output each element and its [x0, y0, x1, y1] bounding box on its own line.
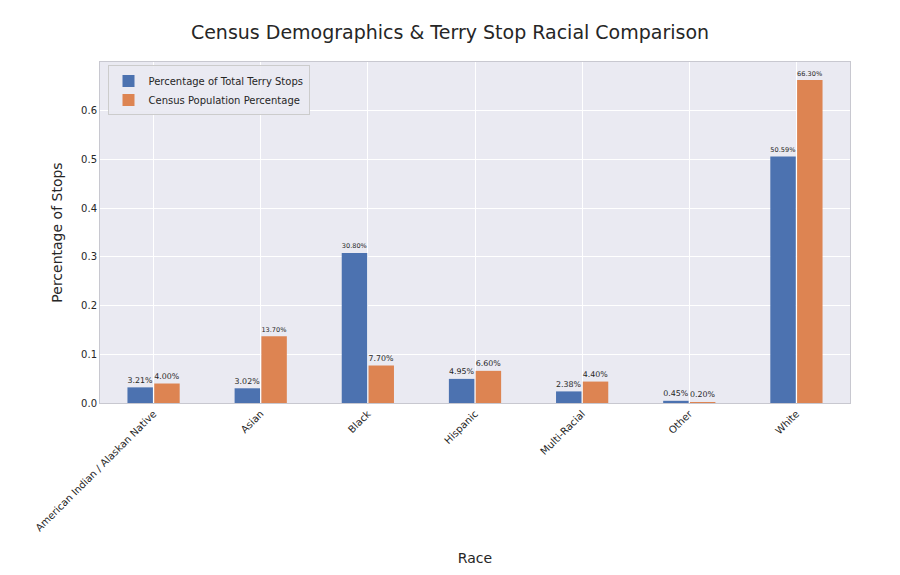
svg-text:0.20%: 0.20% — [690, 390, 716, 399]
svg-text:American Indian / Alaskan Nati: American Indian / Alaskan Native — [33, 408, 158, 533]
svg-text:4.95%: 4.95% — [449, 367, 475, 376]
svg-text:0.2: 0.2 — [81, 300, 97, 311]
svg-text:Black: Black — [346, 408, 373, 435]
svg-text:4.00%: 4.00% — [154, 372, 180, 381]
svg-text:3.02%: 3.02% — [235, 377, 261, 386]
svg-text:0.0: 0.0 — [81, 398, 97, 409]
svg-text:0.4: 0.4 — [81, 203, 97, 214]
svg-text:White: White — [773, 408, 801, 436]
svg-text:0.6: 0.6 — [81, 105, 97, 116]
svg-text:50.59%: 50.59% — [770, 146, 795, 154]
svg-text:6.60%: 6.60% — [476, 359, 502, 368]
svg-text:Race: Race — [458, 550, 492, 566]
svg-text:0.45%: 0.45% — [663, 389, 689, 398]
svg-text:7.70%: 7.70% — [369, 354, 395, 363]
svg-text:0.1: 0.1 — [81, 349, 97, 360]
svg-text:Asian: Asian — [239, 408, 266, 435]
svg-text:66.30%: 66.30% — [797, 70, 822, 78]
svg-text:Hispanic: Hispanic — [442, 408, 480, 446]
svg-text:3.21%: 3.21% — [127, 376, 153, 385]
svg-text:0.3: 0.3 — [81, 251, 97, 262]
svg-text:Other: Other — [666, 408, 694, 436]
svg-text:2.38%: 2.38% — [556, 380, 582, 389]
svg-text:0.5: 0.5 — [81, 154, 97, 165]
svg-text:Census Population Percentage: Census Population Percentage — [149, 95, 300, 106]
svg-text:30.80%: 30.80% — [342, 242, 367, 250]
svg-text:4.40%: 4.40% — [583, 370, 609, 379]
svg-text:13.70%: 13.70% — [261, 326, 286, 334]
svg-text:Percentage of Stops: Percentage of Stops — [49, 162, 65, 302]
svg-text:Census Demographics & Terry St: Census Demographics & Terry Stop Racial … — [191, 21, 709, 43]
svg-text:Percentage of Total Terry Stop: Percentage of Total Terry Stops — [149, 76, 303, 87]
svg-text:Multi-Racial: Multi-Racial — [538, 408, 587, 457]
